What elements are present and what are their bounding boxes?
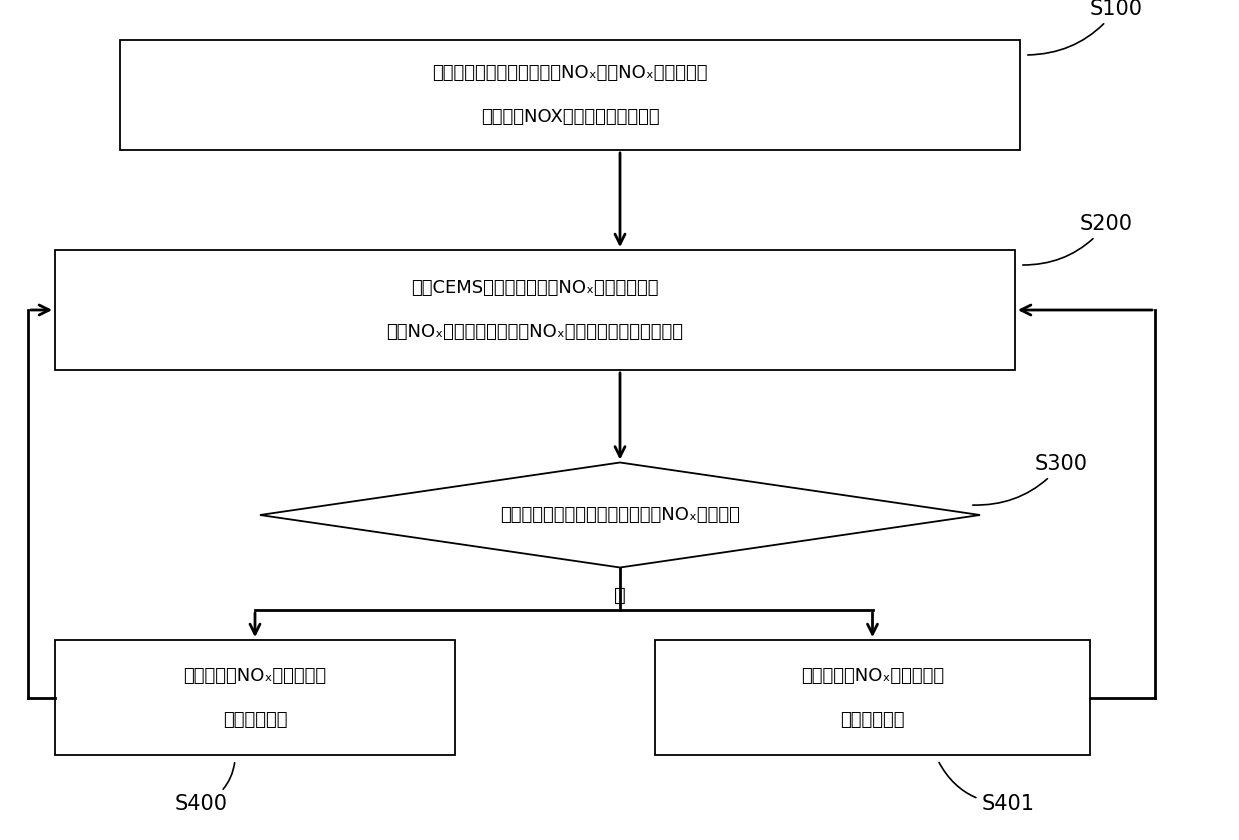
Text: S401: S401 — [939, 763, 1035, 814]
Text: 并根据后NOX浓度均値控制噴氨量: 并根据后NOX浓度均値控制噴氨量 — [481, 108, 659, 126]
FancyBboxPatch shape — [55, 640, 455, 755]
Text: S300: S300 — [973, 454, 1088, 505]
Polygon shape — [260, 463, 980, 568]
Text: 根据NOₓ排出浓度値计算出NOₓ排出量的整点每小时均値: 根据NOₓ排出浓度値计算出NOₓ排出量的整点每小时均値 — [387, 323, 684, 341]
Text: 则增大噴氨量: 则增大噴氨量 — [223, 711, 287, 728]
Text: 则减少噴氨量: 则减少噴氨量 — [840, 711, 904, 728]
FancyBboxPatch shape — [120, 40, 1020, 150]
Text: 判断整点每小时均値是否满足预讽NOₓ排出阈値: 判断整点每小时均値是否满足预讽NOₓ排出阈値 — [501, 506, 740, 524]
FancyBboxPatch shape — [55, 250, 1015, 370]
Text: S200: S200 — [1022, 214, 1132, 265]
Text: S100: S100 — [1028, 0, 1144, 55]
Text: S400: S400 — [175, 763, 234, 814]
FancyBboxPatch shape — [655, 640, 1090, 755]
Text: 获取CEMS在烟囱处检测的NOₓ排出浓度値，: 获取CEMS在烟囱处检测的NOₓ排出浓度値， — [411, 279, 659, 297]
Text: 若高于预讽NOₓ排出阈値，: 若高于预讽NOₓ排出阈値， — [183, 666, 327, 685]
Text: 否: 否 — [615, 586, 626, 605]
Text: 获取经反应器处理后排出的NOₓ的后NOₓ浓度均値，: 获取经反应器处理后排出的NOₓ的后NOₓ浓度均値， — [432, 64, 707, 82]
Text: 若低于预讽NOₓ排出阈値，: 若低于预讽NOₓ排出阈値， — [800, 666, 944, 685]
